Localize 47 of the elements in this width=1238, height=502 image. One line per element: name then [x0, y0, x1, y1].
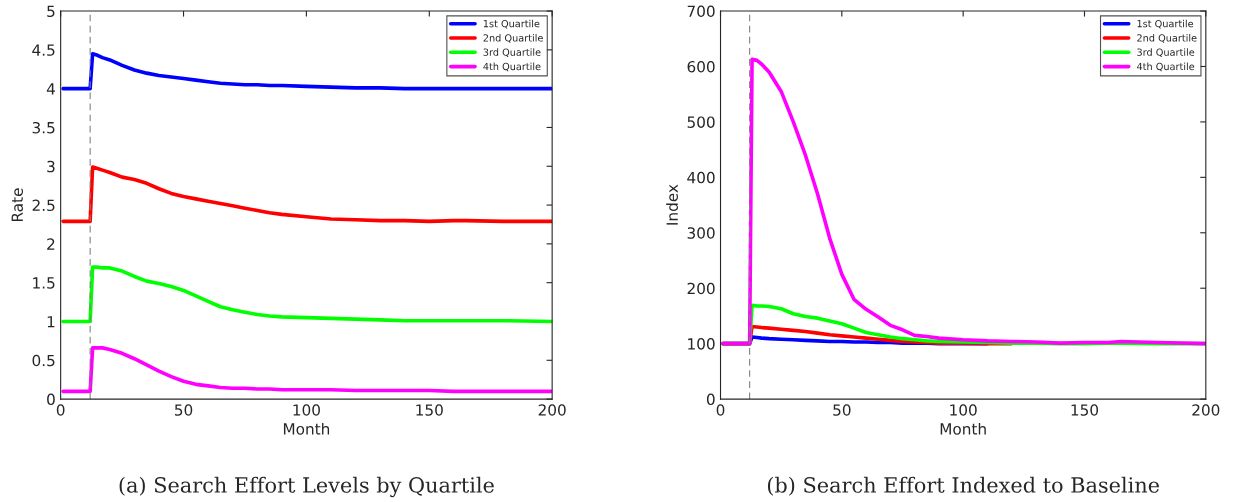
x-axis-title: Month [283, 422, 330, 435]
y-tick-label: 700 [687, 5, 715, 18]
x-tick-label: 150 [416, 404, 443, 416]
legend-label: 4th Quartile [483, 62, 541, 72]
y-tick-label: 200 [687, 282, 715, 295]
y-tick-label: 0 [706, 393, 715, 406]
y-tick-label: 1.5 [33, 277, 55, 289]
y-axis-title: Rate [11, 188, 23, 222]
line-series [61, 346, 553, 394]
y-tick-label: 3 [47, 160, 55, 173]
line-series [61, 265, 553, 324]
text: (b) Search Effort Indexed to Baseline [767, 476, 1159, 496]
text: (a) Search Effort Levels by Quartile [119, 476, 494, 498]
y-axis-title: Index [666, 184, 678, 225]
x-axis-title: Month [940, 422, 986, 435]
x-tick-label: 150 [1071, 404, 1099, 416]
y-tick-label: 2 [47, 238, 55, 250]
y-tick-label: 3.5 [32, 121, 55, 134]
legend-label: 4th Quartile [1136, 62, 1195, 72]
legend-label: 2nd Quartile [1137, 34, 1197, 43]
x-tick-label: 100 [293, 404, 320, 416]
x-tick-label: 200 [538, 404, 566, 416]
legend-label: 3rd Quartile [483, 48, 541, 57]
x-tick-label: 50 [833, 404, 851, 416]
y-tick-label: 5 [47, 5, 55, 18]
y-tick-label: 1 [47, 316, 55, 328]
y-tick-label: 0.5 [32, 354, 55, 367]
line-series [721, 57, 1206, 346]
x-tick-label: 100 [950, 404, 977, 416]
legend-label: 1st Quartile [483, 19, 540, 29]
line-series [61, 165, 553, 224]
x-tick-label: 0 [716, 404, 725, 416]
y-tick-label: 300 [687, 227, 715, 239]
y-tick-label: 500 [687, 116, 715, 128]
y-tick-label: 4.5 [32, 44, 55, 56]
x-tick-label: 50 [174, 404, 193, 416]
y-tick-label: 400 [687, 171, 715, 184]
legend-label: 3rd Quartile [1137, 48, 1195, 57]
y-tick-label: 600 [687, 60, 715, 73]
y-tick-label: 100 [688, 338, 715, 350]
y-tick-label: 4 [46, 83, 55, 95]
legend-label: 1st Quartile [1137, 19, 1194, 29]
y-tick-label: 2.5 [32, 199, 55, 212]
x-tick-label: 0 [56, 404, 65, 416]
legend-label: 2nd Quartile [483, 34, 543, 43]
y-tick-label: 0 [47, 393, 55, 406]
x-tick-label: 200 [1192, 404, 1220, 416]
